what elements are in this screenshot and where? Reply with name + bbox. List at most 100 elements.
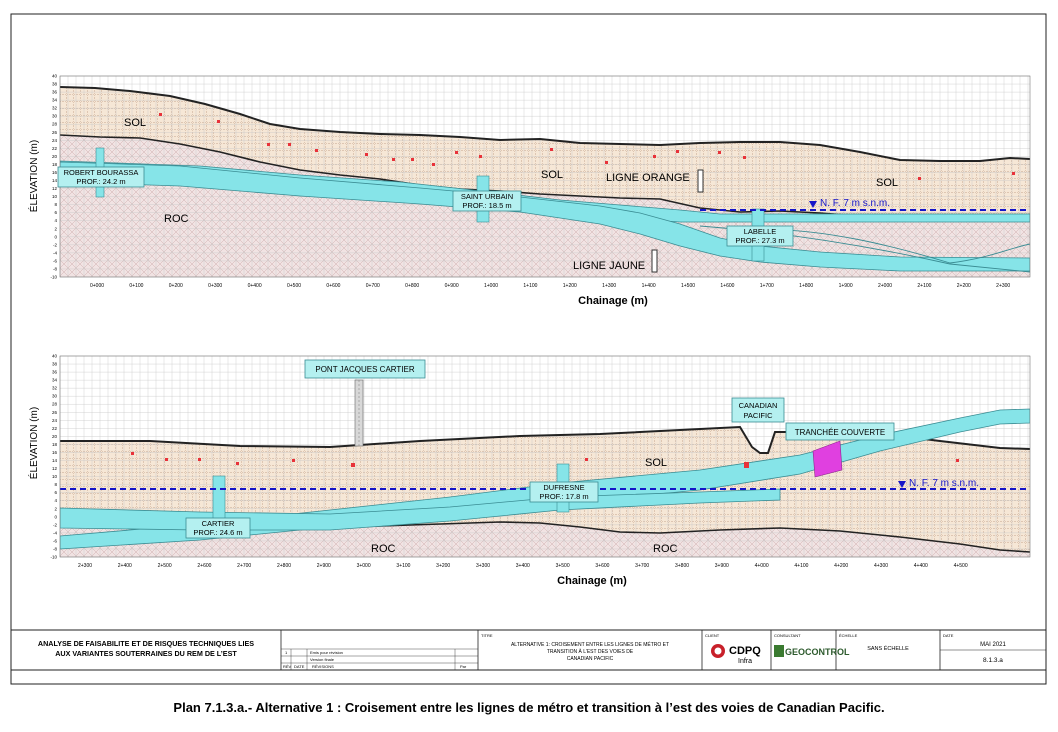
y-tick-label: 10 — [52, 194, 58, 199]
y-tick-label: 0 — [54, 514, 57, 519]
rock-layer — [60, 522, 1030, 557]
svg-text:PACIFIC: PACIFIC — [743, 411, 773, 420]
x-tick-label: 1+100 — [523, 283, 537, 289]
y-axis-label: ÉLEVATION (m) — [27, 407, 40, 479]
y-tick-label: 24 — [52, 418, 58, 423]
x-tick-label: 0+200 — [169, 283, 183, 289]
ligne-jaune-marker — [651, 249, 658, 273]
ground-surface-line — [60, 86, 1030, 162]
y-tick-label: 28 — [52, 402, 58, 407]
y-tick-label: 22 — [52, 426, 58, 431]
profile-panel-2: 4038363432302826242220181614121086420-2-… — [27, 354, 1031, 587]
project-title-line1: ANALYSE DE FAISABILITE ET DE RISQUES TEC… — [38, 639, 254, 648]
y-tick-label: 20 — [52, 434, 58, 439]
consultant-label: CONSULTANT — [774, 633, 801, 638]
date-value: MAI 2021 — [980, 642, 1006, 648]
echelle-label: ÉCHELLE — [839, 633, 858, 638]
x-tick-label: 1+400 — [642, 283, 656, 289]
station-name: ROBERT BOURASSA — [64, 168, 139, 177]
label-sol-mid: SOL — [541, 169, 563, 181]
x-tick-label: 1+600 — [720, 283, 734, 289]
y-tick-label: 4 — [54, 498, 57, 503]
x-tick-label: 1+700 — [760, 283, 774, 289]
x-tick-label: 1+500 — [681, 283, 695, 289]
rev-col-desc: RÉVISIONS — [312, 664, 334, 669]
x-tick-label: 2+200 — [957, 283, 971, 289]
y-tick-label: 16 — [52, 170, 58, 175]
y-tick-label: -6 — [53, 538, 57, 543]
x-tick-label: 2+300 — [996, 283, 1010, 289]
drawing-title-line2: TRANSITION À L’EST DES VOIES DE — [547, 648, 634, 655]
x-tick-label: 2+900 — [317, 563, 331, 569]
x-tick-label: 0+700 — [366, 283, 380, 289]
label-sol: SOL — [645, 457, 667, 469]
x-tick-label: 3+400 — [516, 563, 530, 569]
station-name: SAINT URBAIN — [461, 192, 513, 201]
x-tick-label: 1+800 — [799, 283, 813, 289]
x-tick-label: 2+700 — [237, 563, 251, 569]
label-canadian-pacific: CANADIAN PACIFIC — [731, 397, 785, 423]
y-axis-label: ÉLEVATION (m) — [27, 140, 40, 212]
y-tick-label: -10 — [50, 555, 57, 560]
x-tick-label: 3+900 — [715, 563, 729, 569]
y-tick-label: -2 — [53, 522, 57, 527]
titre-label: TITRE — [481, 633, 493, 638]
x-tick-label: 3+300 — [476, 563, 490, 569]
x-tick-label: 0+900 — [445, 283, 459, 289]
x-tick-label: 1+300 — [602, 283, 616, 289]
x-tick-label: 0+400 — [248, 283, 262, 289]
x-tick-label: 4+400 — [914, 563, 928, 569]
y-tick-label: 36 — [52, 90, 58, 95]
station-depth: PROF.: 24.6 m — [193, 528, 242, 537]
label-roc-left: ROC — [371, 543, 396, 555]
figure-caption: Plan 7.1.3.a.- Alternative 1 : Croisemen… — [173, 700, 885, 715]
client-cdpq: CDPQ — [729, 645, 761, 657]
label-water-level: N. F. 7 m s.n.m. — [909, 478, 979, 489]
y-tick-label: 20 — [52, 154, 58, 159]
covered-trench — [812, 440, 843, 478]
drawing-title-line3: CANADIAN PACIFIC — [567, 656, 614, 662]
station-labelle: LABELLE PROF.: 27.3 m — [726, 225, 794, 247]
svg-text:PONT JACQUES CARTIER: PONT JACQUES CARTIER — [315, 365, 415, 374]
station-depth: PROF.: 17.8 m — [539, 492, 588, 501]
label-roc: ROC — [164, 213, 189, 225]
x-tick-label: 4+300 — [874, 563, 888, 569]
x-tick-label: 4+200 — [834, 563, 848, 569]
borehole-markers — [131, 452, 959, 468]
station-dufresne: DUFRESNE PROF.: 17.8 m — [529, 481, 599, 503]
y-tick-label: 40 — [52, 74, 58, 79]
y-tick-label: 4 — [54, 218, 57, 223]
plan-number: 8.1.3.a — [983, 657, 1003, 664]
label-roc-right: ROC — [653, 543, 678, 555]
y-tick-label: 24 — [52, 138, 58, 143]
water-level-icon — [809, 201, 817, 208]
y-tick-label: -8 — [53, 546, 57, 551]
label-ligne-orange: LIGNE ORANGE — [606, 172, 690, 184]
y-tick-label: 8 — [54, 202, 57, 207]
x-tick-label: 2+600 — [197, 563, 211, 569]
y-tick-label: 6 — [54, 490, 57, 495]
x-tick-label: 0+500 — [287, 283, 301, 289]
rev-row-desc2: Version finale — [310, 657, 335, 662]
echelle-value: SANS ÉCHELLE — [867, 645, 909, 652]
rev-row-num: 1 — [285, 650, 288, 655]
x-tick-label: 3+100 — [396, 563, 410, 569]
y-tick-label: 14 — [52, 458, 58, 463]
label-water-level: N. F. 7 m s.n.m. — [820, 198, 890, 209]
client-label: CLIENT — [705, 633, 720, 638]
x-tick-label: 3+000 — [357, 563, 371, 569]
y-tick-label: 18 — [52, 442, 58, 447]
x-tick-label: 0+300 — [208, 283, 222, 289]
x-tick-label: 2+300 — [78, 563, 92, 569]
y-tick-label: -4 — [53, 250, 57, 255]
y-tick-label: -6 — [53, 258, 57, 263]
rev-row-desc: Emis pour révision — [310, 650, 343, 655]
title-block: ANALYSE DE FAISABILITE ET DE RISQUES TEC… — [10, 629, 1047, 671]
y-tick-label: -8 — [53, 266, 57, 271]
x-tick-label: 0+600 — [326, 283, 340, 289]
y-tick-label: 40 — [52, 354, 58, 359]
y-tick-label: -10 — [50, 275, 57, 280]
y-tick-label: 36 — [52, 370, 58, 375]
y-tick-label: 34 — [52, 98, 58, 103]
label-sol-left: SOL — [124, 117, 146, 129]
